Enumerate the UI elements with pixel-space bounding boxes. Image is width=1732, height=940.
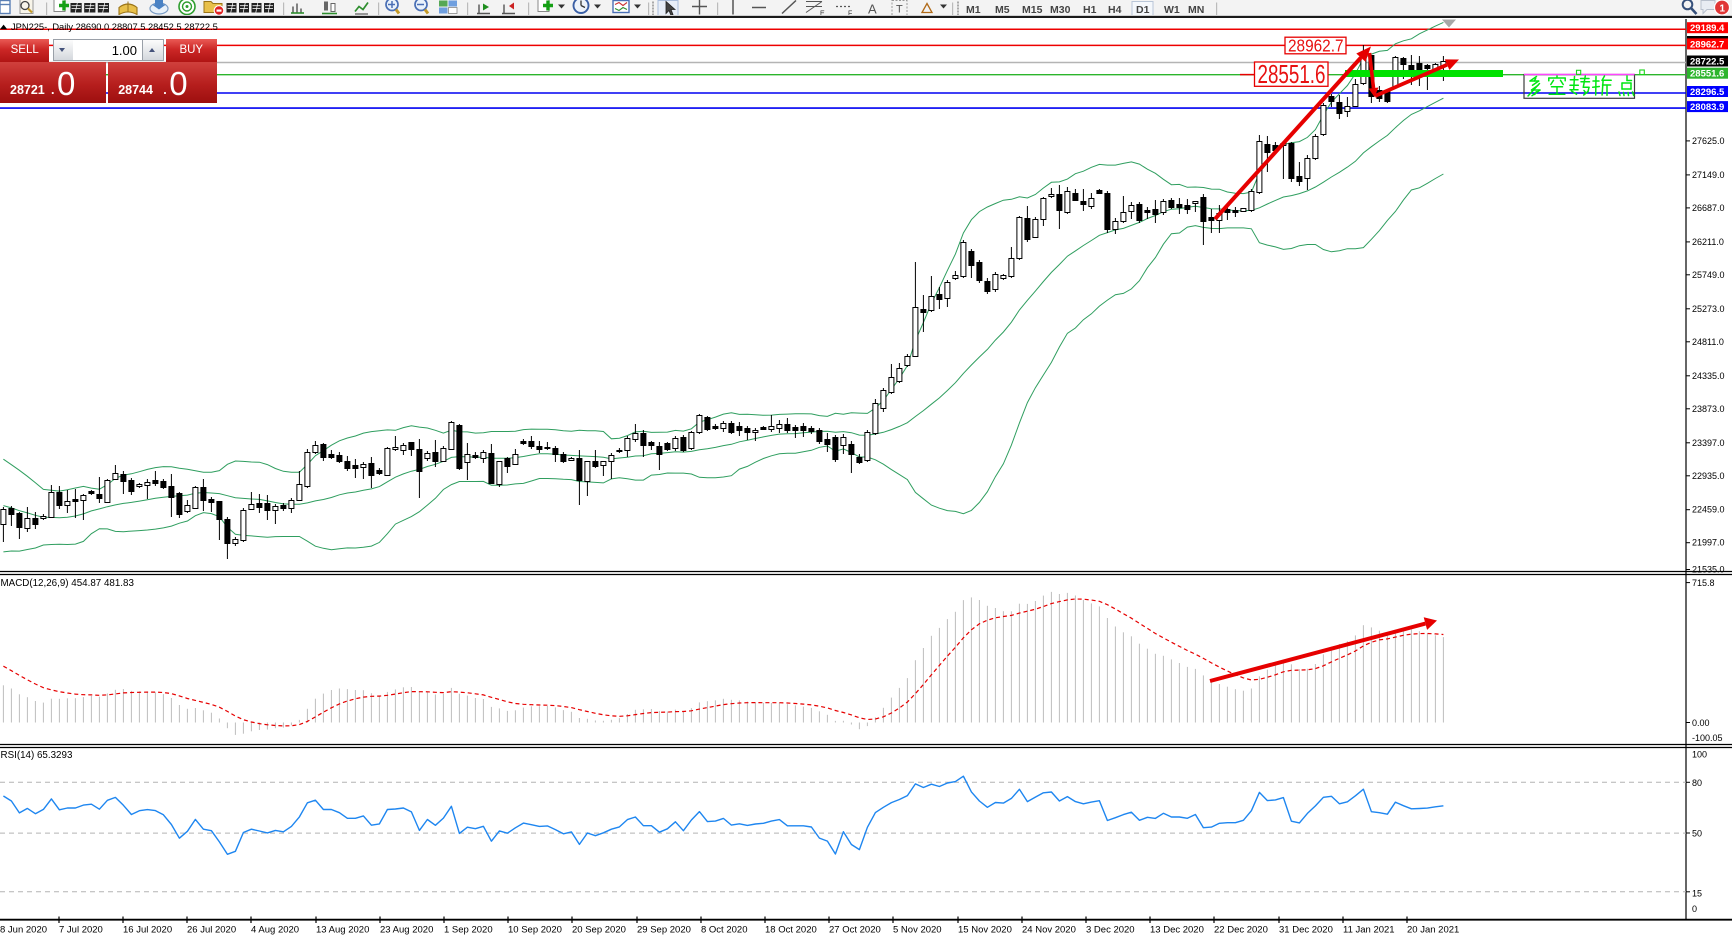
svg-text:28551.6: 28551.6	[1258, 61, 1326, 89]
svg-text:W1: W1	[1164, 4, 1180, 16]
svg-text:0: 0	[1692, 904, 1697, 914]
svg-text:16 Jul 2020: 16 Jul 2020	[123, 925, 172, 936]
svg-text:MN: MN	[1188, 4, 1204, 16]
svg-text:H4: H4	[1108, 4, 1122, 16]
svg-text:26687.0: 26687.0	[1692, 203, 1725, 213]
svg-text:D1: D1	[1136, 4, 1150, 16]
svg-text:18 Oct 2020: 18 Oct 2020	[765, 925, 817, 936]
svg-text:20 Jan 2021: 20 Jan 2021	[1407, 925, 1459, 936]
svg-text:28083.9: 28083.9	[1690, 102, 1724, 113]
svg-text:H1: H1	[1083, 4, 1097, 16]
svg-text:21535.0: 21535.0	[1692, 565, 1725, 575]
svg-text:4 Aug 2020: 4 Aug 2020	[251, 925, 299, 936]
svg-text:31 Dec 2020: 31 Dec 2020	[1279, 925, 1333, 936]
svg-text:29 Sep 2020: 29 Sep 2020	[637, 925, 691, 936]
svg-text:28962.7: 28962.7	[1288, 36, 1344, 56]
svg-text:21997.0: 21997.0	[1692, 538, 1725, 548]
svg-text:8 Jun 2020: 8 Jun 2020	[0, 925, 47, 936]
svg-text:22935.0: 22935.0	[1692, 471, 1725, 481]
svg-text:22459.0: 22459.0	[1692, 505, 1725, 515]
svg-text:20 Sep 2020: 20 Sep 2020	[572, 925, 626, 936]
svg-text:100: 100	[1692, 750, 1707, 760]
svg-text:29189.4: 29189.4	[1690, 23, 1725, 34]
svg-text:27 Oct 2020: 27 Oct 2020	[829, 925, 881, 936]
svg-text:23397.0: 23397.0	[1692, 438, 1725, 448]
svg-text:5 Nov 2020: 5 Nov 2020	[893, 925, 942, 936]
svg-text:27625.0: 27625.0	[1692, 136, 1725, 146]
svg-text:24 Nov 2020: 24 Nov 2020	[1022, 925, 1076, 936]
svg-text:15: 15	[1692, 889, 1702, 899]
svg-text:23 Aug 2020: 23 Aug 2020	[380, 925, 433, 936]
svg-text:27149.0: 27149.0	[1692, 170, 1725, 180]
svg-text:RSI(14) 65.3293: RSI(14) 65.3293	[1, 750, 73, 761]
svg-text:8 Oct 2020: 8 Oct 2020	[701, 925, 747, 936]
svg-text:50: 50	[1692, 829, 1702, 839]
svg-text:M15: M15	[1022, 4, 1043, 16]
svg-text:23873.0: 23873.0	[1692, 404, 1725, 414]
svg-text:3 Dec 2020: 3 Dec 2020	[1086, 925, 1135, 936]
svg-text:28551.6: 28551.6	[1690, 69, 1724, 80]
svg-text:0.00: 0.00	[1692, 718, 1710, 728]
svg-text:26211.0: 26211.0	[1692, 237, 1724, 247]
svg-text:1 Sep 2020: 1 Sep 2020	[444, 925, 493, 936]
svg-text:11 Jan 2021: 11 Jan 2021	[1343, 925, 1395, 936]
svg-text:A: A	[868, 2, 877, 17]
svg-text:13 Dec 2020: 13 Dec 2020	[1150, 925, 1204, 936]
svg-text:10 Sep 2020: 10 Sep 2020	[508, 925, 562, 936]
svg-text:M1: M1	[966, 4, 981, 16]
svg-text:JPN225-, Daily 28690.0 28807.: JPN225-, Daily 28690.0 28807.5 28452.5 2…	[11, 22, 218, 32]
svg-text:F: F	[848, 11, 852, 17]
svg-text:28296.5: 28296.5	[1690, 87, 1725, 98]
svg-text:25749.0: 25749.0	[1692, 270, 1725, 280]
svg-text:22 Dec 2020: 22 Dec 2020	[1214, 925, 1268, 936]
svg-text:13 Aug 2020: 13 Aug 2020	[316, 925, 369, 936]
svg-text:15 Nov 2020: 15 Nov 2020	[958, 925, 1012, 936]
svg-text:1: 1	[1720, 4, 1726, 15]
svg-text:80: 80	[1692, 778, 1702, 788]
svg-text:24811.0: 24811.0	[1692, 337, 1724, 347]
svg-text:7 Jul 2020: 7 Jul 2020	[59, 925, 103, 936]
svg-text:-100.05: -100.05	[1692, 733, 1723, 743]
svg-text:MACD(12,26,9) 454.87 481.83: MACD(12,26,9) 454.87 481.83	[1, 578, 135, 589]
svg-text:M5: M5	[995, 4, 1010, 16]
svg-text:25273.0: 25273.0	[1692, 304, 1725, 314]
svg-text:26 Jul 2020: 26 Jul 2020	[187, 925, 236, 936]
svg-text:E: E	[820, 11, 825, 17]
svg-text:28722.5: 28722.5	[1690, 57, 1725, 68]
svg-text:M30: M30	[1050, 4, 1071, 16]
svg-text:28962.7: 28962.7	[1690, 39, 1724, 50]
svg-text:715.8: 715.8	[1692, 578, 1715, 588]
svg-text:T: T	[896, 4, 903, 16]
svg-text:24335.0: 24335.0	[1692, 371, 1725, 381]
